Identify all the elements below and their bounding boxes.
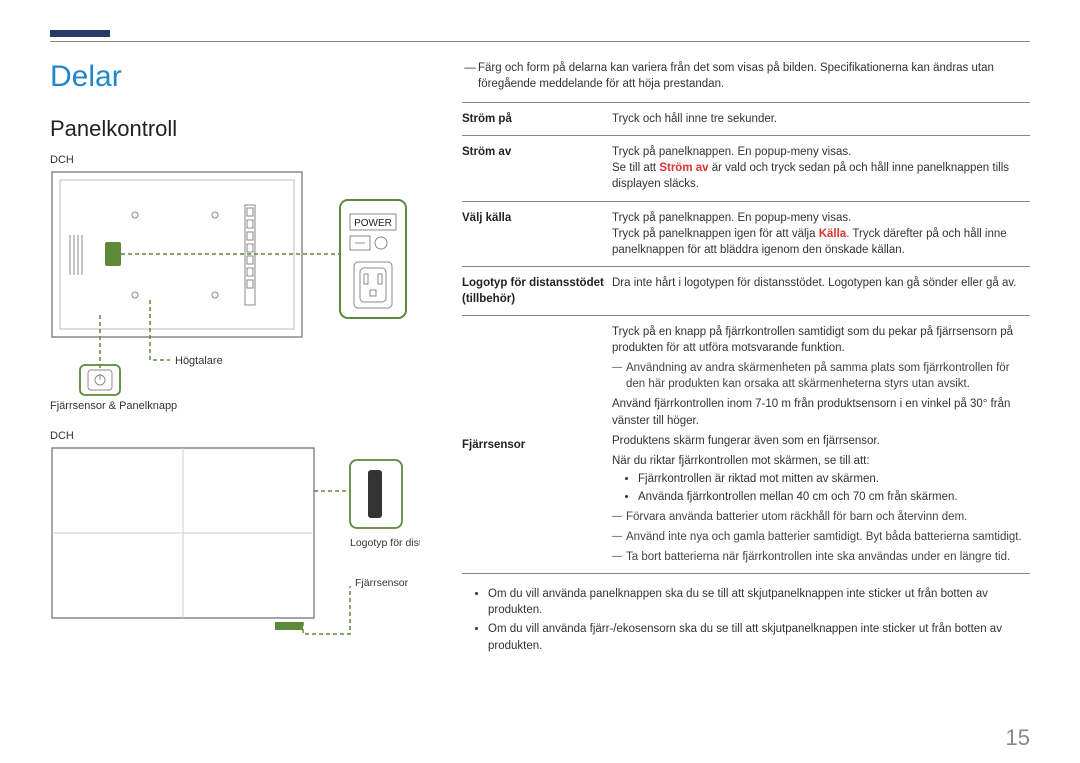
model-label-2: DCH (50, 430, 420, 442)
page-number: 15 (1006, 725, 1030, 751)
power-label: POWER (354, 218, 392, 229)
row-logo-label: Logotyp för distansstödet (tillbehör) (462, 266, 612, 315)
front-panel-diagram: Logotyp för distansstödet Fjärrsensor (50, 446, 420, 636)
sensor-button-label: Fjärrsensor & Panelknapp (50, 400, 420, 412)
row-logo-text: Dra inte hårt i logotypen för distansstö… (612, 266, 1030, 315)
controls-table: Ström på Tryck och håll inne tre sekunde… (462, 102, 1030, 574)
section-title: Panelkontroll (50, 116, 420, 142)
model-label-1: DCH (50, 154, 420, 166)
row-power-off-label: Ström av (462, 136, 612, 201)
row-source-text: Tryck på panelknappen. En popup-meny vis… (612, 201, 1030, 266)
chapter-title: Delar (50, 60, 420, 94)
header-accent (50, 30, 110, 37)
row-power-on-label: Ström på (462, 103, 612, 136)
row-source-label: Välj källa (462, 201, 612, 266)
rear-panel-diagram: POWER Högtalare (50, 170, 410, 400)
intro-note: ―Färg och form på delarna kan variera fr… (462, 60, 1030, 92)
remote-sensor-leader-label: Fjärrsensor (355, 577, 409, 589)
header-rule (50, 41, 1030, 42)
spacer-logo-leader-label: Logotyp för distansstödet (350, 537, 420, 549)
row-power-on-text: Tryck och håll inne tre sekunder. (612, 103, 1030, 136)
footer-bullets: Om du vill använda panelknappen ska du s… (462, 586, 1030, 653)
row-sensor-text: Tryck på en knapp på fjärrkontrollen sam… (612, 316, 1030, 574)
row-sensor-label: Fjärrsensor (462, 316, 612, 574)
speaker-leader-label: Högtalare (175, 355, 223, 367)
row-power-off-text: Tryck på panelknappen. En popup-meny vis… (612, 136, 1030, 201)
